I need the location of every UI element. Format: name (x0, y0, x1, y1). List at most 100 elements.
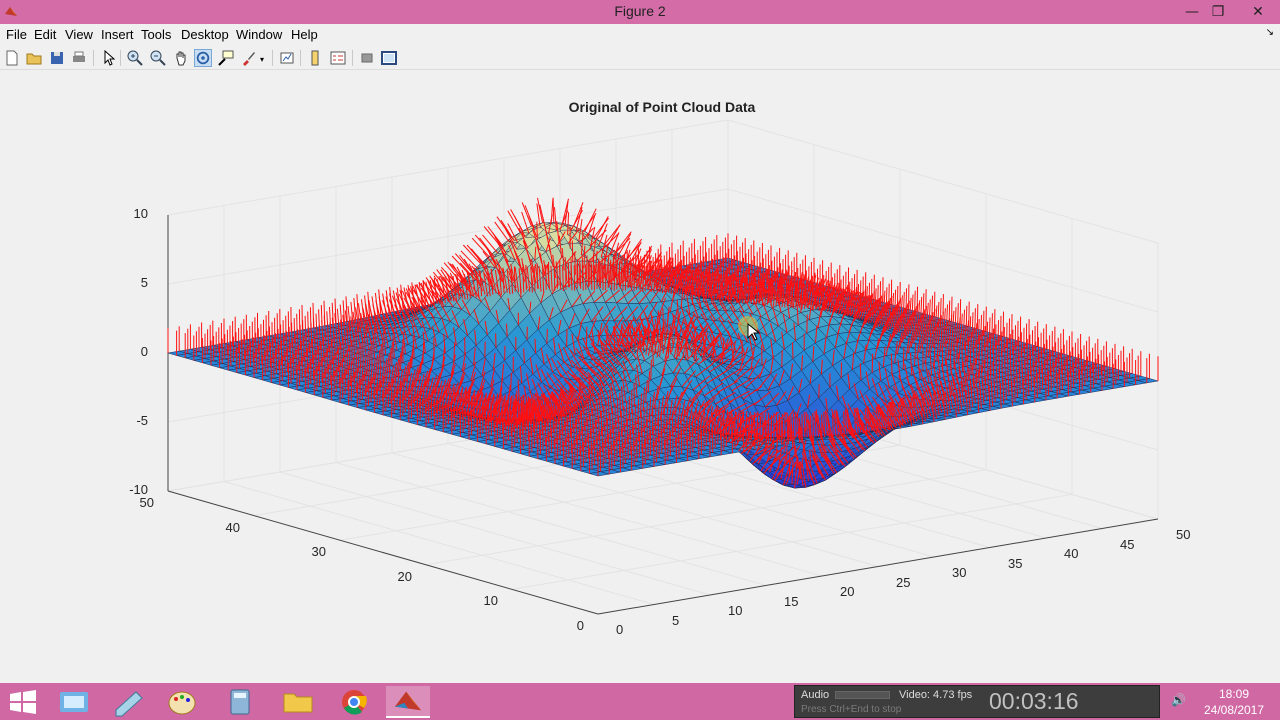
normal-vector (811, 276, 814, 302)
edit-plot-icon[interactable] (99, 49, 117, 67)
normal-vector (314, 334, 316, 359)
normal-vector (521, 202, 532, 227)
normal-vector (655, 265, 658, 291)
normal-vector (335, 351, 337, 376)
normal-vector (330, 359, 332, 385)
normal-vector (296, 313, 298, 339)
show-plot-tools-icon[interactable] (380, 49, 398, 67)
zoom-in-icon[interactable] (126, 49, 144, 67)
brush-icon[interactable] (240, 49, 258, 67)
normal-vector (890, 353, 893, 375)
menu-help[interactable]: Help (291, 27, 318, 42)
normal-vector (572, 407, 574, 433)
colorbar-icon[interactable] (306, 49, 324, 67)
normal-vector (667, 264, 669, 290)
normal-vector (307, 311, 309, 337)
normal-vector (795, 411, 797, 438)
normal-vector (583, 405, 585, 431)
normal-vector (726, 267, 728, 293)
back-wall-grid-line (167, 119, 729, 216)
normal-vector (304, 315, 307, 341)
normal-vector (650, 359, 652, 380)
normal-vector (783, 273, 785, 299)
plot-title: Original of Point Cloud Data (568, 99, 756, 115)
menu-edit[interactable]: Edit (34, 27, 57, 42)
normal-vector (550, 198, 554, 224)
normal-vector (391, 341, 393, 366)
normal-vector (686, 265, 689, 291)
normal-vector (333, 370, 335, 396)
zoom-out-icon[interactable] (149, 49, 167, 67)
normal-vector (305, 331, 308, 357)
normal-vector (791, 275, 794, 301)
menu-tools[interactable]: Tools (141, 27, 172, 42)
save-icon[interactable] (48, 49, 66, 67)
normal-vector (812, 432, 815, 447)
normal-vector (342, 336, 345, 362)
normal-vector (350, 376, 353, 401)
matlab-icon (5, 7, 17, 16)
normal-vector (342, 373, 344, 399)
normal-vector (617, 398, 619, 423)
title-bar: Figure 2 — ❐ ✕ (0, 0, 1280, 24)
figure-canvas[interactable]: Original of Point Cloud Data 0 5 10 15 20 25 3… (0, 71, 1280, 683)
normal-vector (346, 349, 349, 375)
normal-vector (327, 364, 329, 390)
dock-icon[interactable]: ↘ (1265, 27, 1274, 38)
floor-grid-line (335, 462, 767, 586)
menu-file[interactable]: File (6, 27, 27, 42)
surface-plot[interactable] (0, 71, 1280, 683)
minimize-button[interactable]: — (1185, 4, 1199, 20)
side-wall-grid-line (727, 119, 1159, 244)
normal-vector (506, 323, 508, 337)
normal-vector (772, 274, 774, 300)
normal-vector (332, 355, 335, 381)
normal-vector (546, 328, 548, 344)
legend-icon[interactable] (329, 49, 347, 67)
hide-plot-tools-icon[interactable] (358, 49, 376, 67)
normal-vector (624, 265, 627, 291)
floor-grid-line (223, 481, 655, 605)
normal-vector (1011, 381, 1013, 407)
pan-icon[interactable] (172, 49, 190, 67)
normal-vector (902, 347, 905, 370)
print-icon[interactable] (70, 49, 88, 67)
normal-vector (552, 197, 555, 223)
new-figure-icon[interactable] (3, 49, 21, 67)
normal-vector (992, 328, 994, 354)
normal-vector (1000, 331, 1003, 357)
menu-window[interactable]: Window (236, 27, 283, 42)
normal-vector (534, 338, 537, 354)
close-button[interactable]: ✕ (1252, 4, 1264, 20)
maximize-button[interactable]: ❐ (1211, 4, 1225, 20)
normal-vector (382, 337, 384, 362)
normal-vector (574, 251, 576, 275)
brush-dropdown-icon[interactable]: ▾ (260, 55, 265, 64)
x-axis-line (597, 518, 1159, 615)
open-file-icon[interactable] (25, 49, 43, 67)
normal-vector (525, 264, 527, 291)
normal-vector (806, 314, 808, 334)
menu-bar: File Edit View Insert Tools Desktop Wind… (0, 24, 1280, 44)
menu-desktop[interactable]: Desktop (181, 27, 229, 42)
floor-grid-line (391, 452, 823, 577)
normal-vector (523, 348, 525, 364)
normal-vector (603, 405, 605, 431)
window-title: Figure 2 (614, 3, 666, 19)
normal-vector (636, 264, 638, 290)
normal-vector (832, 412, 834, 439)
normal-vector (571, 240, 574, 263)
data-cursor-icon[interactable] (217, 49, 235, 67)
normal-vector (975, 339, 978, 365)
figure-toolbar: ▾ (0, 46, 1280, 70)
floor-grid-line (511, 493, 1073, 590)
link-plot-icon[interactable] (278, 49, 296, 67)
normal-vector (599, 263, 602, 289)
normal-vector (309, 307, 312, 333)
normal-vector (462, 244, 481, 265)
menu-insert[interactable]: Insert (101, 27, 134, 42)
menu-view[interactable]: View (65, 27, 93, 42)
normal-vector (359, 378, 361, 404)
rotate-3d-icon[interactable] (194, 49, 212, 67)
y-axis-line (167, 490, 599, 615)
